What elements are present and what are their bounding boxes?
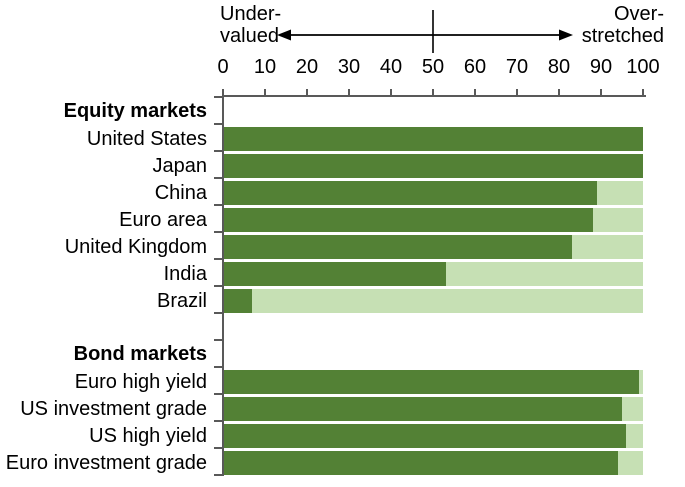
axis-tick-label: 10 bbox=[253, 56, 277, 78]
bar-row-label: Euro investment grade bbox=[5, 452, 207, 474]
x-axis-tick bbox=[432, 89, 434, 95]
axis-left-end-label: Under- valued bbox=[220, 3, 282, 47]
bar-fill bbox=[224, 127, 643, 151]
bar-fill bbox=[224, 289, 252, 313]
axis-tick-label: 80 bbox=[547, 56, 571, 78]
arrowhead-left-icon bbox=[277, 29, 291, 41]
y-axis-tick bbox=[214, 447, 222, 449]
bar-remainder bbox=[224, 289, 643, 313]
bar-row-label: China bbox=[154, 182, 207, 204]
axis-tick-label: 50 bbox=[421, 56, 445, 78]
y-axis-tick bbox=[214, 177, 222, 179]
bar-row-label: Japan bbox=[152, 155, 208, 177]
bar-fill bbox=[224, 262, 446, 286]
axis-tick-label: 20 bbox=[295, 56, 319, 78]
bar-fill bbox=[224, 451, 618, 475]
bar-fill bbox=[224, 154, 643, 178]
arrowhead-right-icon bbox=[559, 29, 573, 41]
bar-fill bbox=[224, 208, 593, 232]
x-axis-line bbox=[222, 95, 646, 97]
y-axis-tick bbox=[214, 231, 222, 233]
bar-row-label: US investment grade bbox=[20, 398, 207, 420]
y-axis-tick bbox=[214, 420, 222, 422]
section-title: Equity markets bbox=[63, 100, 207, 122]
x-axis-tick bbox=[306, 89, 308, 95]
y-axis-tick bbox=[214, 285, 222, 287]
x-axis-tick bbox=[642, 89, 644, 95]
axis-tick-label: 100 bbox=[626, 56, 660, 78]
bar-fill bbox=[224, 370, 639, 394]
y-axis-tick bbox=[214, 393, 222, 395]
bar-fill bbox=[224, 181, 597, 205]
range-arrow-annotation bbox=[277, 10, 573, 53]
y-axis-line bbox=[222, 97, 224, 476]
x-axis-tick bbox=[558, 89, 560, 95]
axis-tick-label: 60 bbox=[463, 56, 487, 78]
bar-fill bbox=[224, 397, 622, 421]
section-title: Bond markets bbox=[73, 343, 207, 365]
x-axis-tick bbox=[600, 89, 602, 95]
bar-row-label: India bbox=[163, 263, 207, 285]
axis-tick-label: 70 bbox=[505, 56, 529, 78]
y-axis-tick bbox=[214, 258, 222, 260]
axis-tick-label: 0 bbox=[217, 56, 229, 78]
bar-row-label: United States bbox=[86, 128, 207, 150]
bar-row-label: Brazil bbox=[156, 290, 207, 312]
bar-row-label: Euro area bbox=[119, 209, 207, 231]
axis-tick-label: 40 bbox=[379, 56, 403, 78]
bar-fill bbox=[224, 424, 626, 448]
y-axis-tick bbox=[214, 123, 222, 125]
bar-row-label: Euro high yield bbox=[74, 371, 207, 393]
y-axis-tick bbox=[214, 204, 222, 206]
x-axis-tick bbox=[474, 89, 476, 95]
y-axis-tick bbox=[214, 150, 222, 152]
bar-fill bbox=[224, 235, 572, 259]
axis-tick-label: 90 bbox=[589, 56, 613, 78]
y-axis-tick bbox=[214, 339, 222, 341]
bar-row-label: United Kingdom bbox=[64, 236, 207, 258]
x-axis-tick bbox=[348, 89, 350, 95]
y-axis-tick bbox=[214, 474, 222, 476]
y-axis-tick bbox=[214, 96, 222, 98]
y-axis-tick bbox=[214, 312, 222, 314]
x-axis-tick bbox=[390, 89, 392, 95]
y-axis-tick bbox=[214, 366, 222, 368]
axis-right-end-label: Over- stretched bbox=[581, 3, 664, 47]
x-axis-tick bbox=[222, 89, 224, 95]
axis-tick-label: 30 bbox=[337, 56, 361, 78]
bar-row-label: US high yield bbox=[89, 425, 207, 447]
x-axis-tick bbox=[516, 89, 518, 95]
x-axis-tick bbox=[264, 89, 266, 95]
